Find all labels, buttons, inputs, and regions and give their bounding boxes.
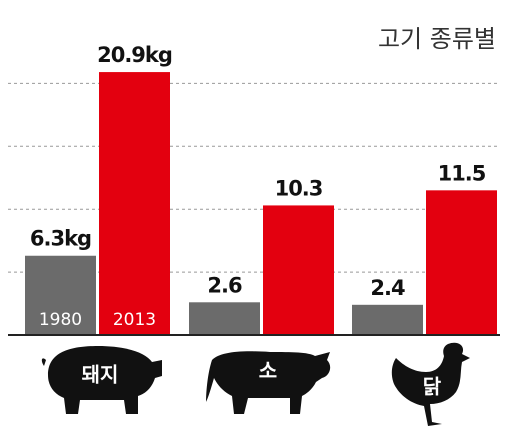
value-label: 6.3kg [30, 227, 91, 251]
legend-label: 1980 [39, 310, 82, 330]
chart-title: 고기 종류별 [378, 25, 496, 53]
bar [426, 190, 497, 335]
pig-icon [41, 346, 163, 414]
bar [263, 205, 334, 335]
bar [99, 72, 170, 335]
category-label: 돼지 [82, 363, 119, 387]
value-label: 2.6 [207, 273, 242, 297]
cow-icon [206, 351, 331, 414]
legend-label: 2013 [113, 310, 156, 330]
value-label: 10.3 [275, 176, 323, 200]
animal-icons [41, 342, 470, 426]
category-label: 닭 [423, 375, 442, 399]
value-label: 11.5 [438, 161, 486, 185]
category-label: 소 [259, 359, 277, 383]
bar [25, 255, 96, 335]
bar [352, 304, 423, 335]
bar [189, 302, 260, 335]
chicken-icon [391, 342, 470, 426]
value-label: 2.4 [370, 276, 405, 300]
value-label: 20.9kg [97, 43, 172, 67]
